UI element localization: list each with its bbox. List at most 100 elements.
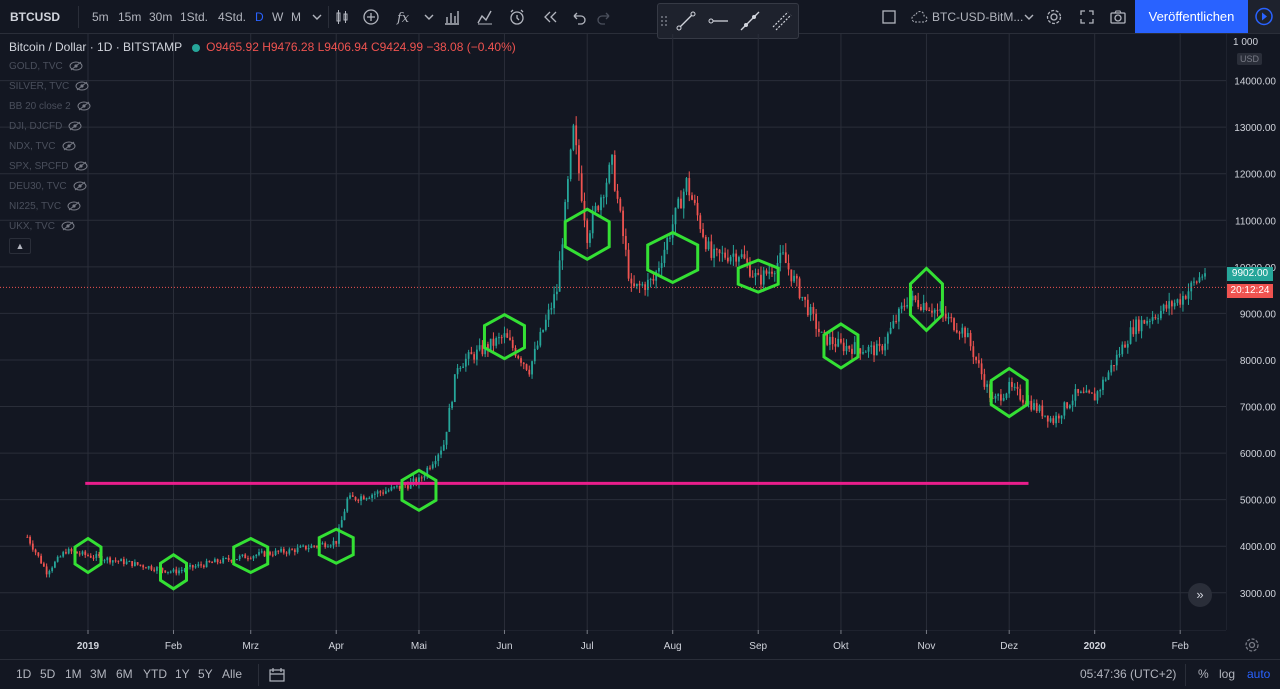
eye-hidden-icon[interactable] [77,101,91,111]
date-range-icon[interactable] [268,666,286,684]
candle-body [98,554,100,556]
range-5y[interactable]: 5Y [198,667,213,681]
time-axis[interactable]: 2019 Feb Mrz Apr Mai Jun Jul Aug Sep Okt Nov Dez 202… [0,630,1226,659]
interval-30m[interactable]: 30m [149,10,173,24]
candle-body [591,211,594,234]
candles-icon[interactable] [333,8,351,26]
undo-icon[interactable] [570,8,588,26]
candle-body [396,485,398,487]
gear-icon[interactable] [1243,636,1261,654]
candle-body [1030,400,1033,410]
replay-icon[interactable] [541,8,559,26]
range-1d[interactable]: 1D [16,667,32,681]
alert-clock-icon[interactable] [508,8,526,26]
auto-scale-toggle[interactable]: auto [1247,667,1271,681]
price-axis[interactable]: 3000.00 4000.00 5000.00 6000.00 7000.00 8000.… [1226,34,1280,630]
horizontal-ray-icon[interactable] [706,9,730,33]
collapse-legend-button[interactable]: ▲ [9,238,31,254]
eye-hidden-icon[interactable] [68,121,82,131]
financials-icon[interactable] [443,8,461,26]
eye-hidden-icon[interactable] [75,81,89,91]
log-toggle[interactable]: log [1219,667,1236,681]
trend-line-icon[interactable] [674,9,698,33]
layout-name[interactable]: BTC-USD-BitM... [932,10,1024,24]
eye-hidden-icon[interactable] [74,161,88,171]
overlay-item[interactable]: DEU30, TVC [9,181,87,192]
eye-hidden-icon[interactable] [67,201,81,211]
indicators-icon[interactable]: fx [395,8,413,26]
percent-toggle[interactable]: % [1198,667,1209,681]
cloud-icon[interactable] [910,8,928,26]
interval-day[interactable]: D [255,10,264,24]
templates-icon[interactable] [476,8,494,26]
interval-4h[interactable]: 4Std. [218,10,247,24]
square-select-icon[interactable] [880,8,898,26]
interval-15m[interactable]: 15m [118,10,142,24]
candle-body [685,178,688,192]
range-3m[interactable]: 3M [90,667,107,681]
candle-body [790,269,793,282]
eye-hidden-icon[interactable] [73,181,87,191]
interval-month[interactable]: M [291,10,301,24]
candle-body [147,566,150,569]
eye-hidden-icon[interactable] [61,221,75,231]
candle-body [180,570,183,572]
candle-body [743,254,746,259]
candle-body [1195,281,1198,283]
overlay-item[interactable]: GOLD, TVC [9,61,83,72]
eye-hidden-icon[interactable] [69,61,83,71]
range-all[interactable]: Alle [222,667,243,681]
currency-badge[interactable]: USD [1237,53,1263,65]
scroll-to-realtime-button[interactable]: » [1188,583,1212,607]
overlay-item[interactable]: DJI, DJCFD [9,121,82,132]
candle-body [26,536,29,538]
play-button[interactable] [1248,0,1280,33]
chevron-down-icon[interactable] [1020,8,1038,26]
candle-body [624,236,627,250]
candle-body [1137,319,1140,332]
overlay-item[interactable]: NDX, TVC [9,141,76,152]
candle-body [67,548,70,554]
chevron-down-icon[interactable] [308,8,326,26]
camera-icon[interactable] [1109,8,1127,26]
chevron-down-icon[interactable] [420,8,438,26]
candle-body [693,199,696,203]
symbol-search[interactable]: BTCUSD [10,10,60,24]
chevron-up-icon: ▲ [15,241,25,251]
overlay-item[interactable]: BB 20 close 2 [9,101,91,112]
candle-body [1124,344,1126,348]
extended-line-icon[interactable] [738,9,762,33]
add-compare-icon[interactable] [362,8,380,26]
interval-week[interactable]: W [272,10,284,24]
overlay-item[interactable]: SPX, SPCFD [9,161,88,172]
clock-time[interactable]: 05:47:36 (UTC+2) [1080,667,1177,681]
candle-body [677,198,680,208]
interval-1h[interactable]: 1Std. [180,10,209,24]
range-ytd[interactable]: YTD [143,667,167,681]
overlay-item[interactable]: NI225, TVC [9,201,81,212]
candle-body [1066,402,1069,409]
range-1m[interactable]: 1M [65,667,82,681]
range-6m[interactable]: 6M [116,667,133,681]
overlay-item[interactable]: UKX, TVC [9,221,75,232]
price-chart[interactable] [0,34,1226,630]
candle-body [434,460,437,465]
eye-hidden-icon[interactable] [62,141,76,151]
parallel-channel-icon[interactable] [770,9,794,33]
interval-5m[interactable]: 5m [92,10,109,24]
redo-icon[interactable] [595,8,613,26]
candle-body [139,564,142,566]
gear-icon[interactable] [1045,8,1063,26]
overlay-item[interactable]: SILVER, TVC [9,81,89,92]
candle-body [498,337,500,339]
drag-handle-icon[interactable] [660,9,668,33]
candle-body [555,291,558,295]
range-1y[interactable]: 1Y [175,667,190,681]
candle-body [773,273,776,275]
fullscreen-icon[interactable] [1078,8,1096,26]
candle-body [641,284,644,286]
candle-body [475,349,478,360]
publish-button[interactable]: Veröffentlichen [1135,0,1248,33]
range-5d[interactable]: 5D [40,667,56,681]
candle-body [103,560,106,562]
